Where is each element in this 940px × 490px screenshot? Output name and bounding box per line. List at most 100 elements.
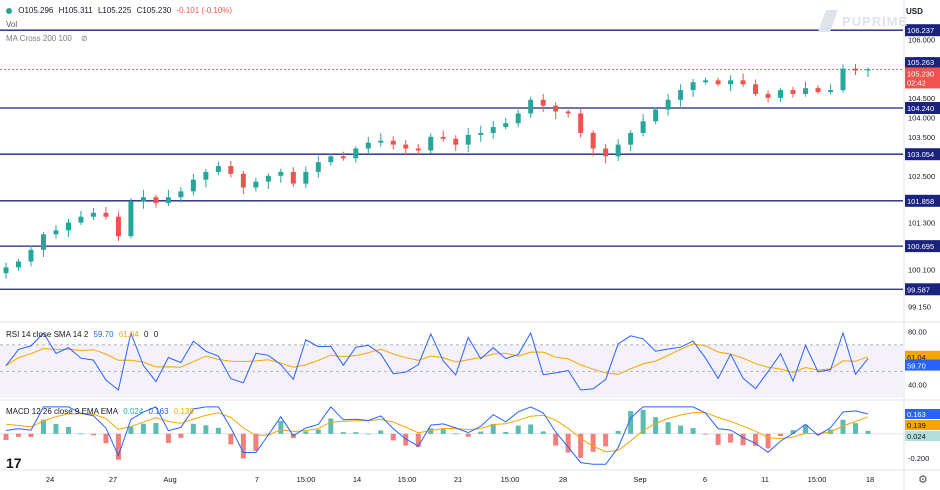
level-badge-label: 101.858 [907,197,934,206]
macd-histogram-bar [90,433,96,436]
ma-legend[interactable]: MA Cross 200 100 ⊘ [6,34,91,43]
price-tick-label: 99.150 [908,302,931,311]
candle-body [190,179,196,192]
level-badge-label: 104.240 [907,104,934,113]
candle-body [40,234,46,250]
macd-histogram-bar [528,424,534,434]
candle-body [678,90,684,100]
time-axis-label: Aug [163,475,176,484]
candle-body [653,109,659,122]
macd-histogram-bar [3,433,9,441]
candle-body [253,181,259,188]
candle-body [303,171,309,184]
candle-body [603,148,609,157]
candle-body [265,175,271,182]
macd-histogram-bar [703,433,709,435]
candle-body [53,230,59,235]
level-badge-label: 106.237 [907,26,934,35]
candle-body [290,171,296,184]
macd-histogram-bar [128,426,134,434]
macd-histogram-bar [353,432,359,434]
candle-body [703,80,709,83]
rsi-extra-1: 0 [144,330,149,339]
candle-body [740,80,746,85]
macd-badge-label: 0.139 [907,421,926,430]
macd-signal-line [5,412,869,453]
macd-histogram-bar [278,420,284,434]
candle-body [640,121,646,133]
candle-body [65,222,71,231]
candle-body [178,191,184,198]
candle-body [103,212,109,217]
macd-histogram-bar [228,433,234,445]
macd-histogram-bar [365,433,371,435]
high-price-label: 105.263 [907,58,934,67]
macd-histogram-bar [865,430,871,434]
macd-histogram-bar [203,425,209,434]
tradingview-logo: 17 [6,455,22,471]
macd-value: 0.163 [148,407,169,416]
candle-body [853,68,859,71]
candle-body [665,99,671,110]
macd-histogram-bar [428,428,434,434]
macd-histogram-bar [653,417,659,434]
candle-body [490,127,496,133]
candle-body [15,261,21,268]
time-axis-label: 7 [255,475,259,484]
candle-body [815,88,821,93]
macd-signal-value: 0.139 [173,407,194,416]
macd-histogram-bar [190,423,196,434]
price-tick-label: 103.500 [908,133,935,142]
candle-body [153,197,159,204]
time-axis-label: 14 [353,475,361,484]
candle-body [240,173,246,188]
candle-body [115,216,121,237]
macd-histogram-bar [465,433,471,437]
candle-body [515,113,521,124]
macd-histogram-bar [603,433,609,447]
macd-histogram-bar [340,432,346,434]
macd-histogram-bar [415,433,421,448]
brand-logo-icon [818,10,838,32]
low-value: L105.225 [97,6,132,15]
time-axis-label: Sep [633,475,646,484]
price-tick-label: 104.000 [908,113,935,122]
candle-body [478,132,484,135]
eye-off-icon[interactable]: ⊘ [80,34,88,43]
candle-body [828,90,834,93]
macd-badge-label: 0.024 [907,432,926,441]
macd-legend[interactable]: MACD 12 26 close 9 EMA EMA 0.024 0.163 0… [6,407,197,416]
macd-histogram-bar [640,410,646,434]
candle-body [78,216,84,223]
time-axis-label: 15:00 [297,475,316,484]
rsi-legend[interactable]: RSI 14 close SMA 14 2 59.70 61.04 0 0 [6,330,161,339]
settings-gear-icon[interactable]: ⚙ [918,474,928,486]
macd-histogram-bar [690,428,696,434]
volume-label: Vol [6,20,18,29]
macd-histogram-bar [140,423,146,434]
candle-body [528,99,534,114]
rsi-badge-label: 59.70 [907,362,926,371]
time-axis-label: 11 [761,475,769,484]
macd-histogram-bar [578,433,584,458]
level-badge-label: 100.695 [907,242,934,251]
candle-body [353,148,359,159]
candle-body [590,132,596,149]
candle-body [90,212,96,217]
candle-body [165,197,171,204]
macd-histogram-bar [15,433,21,437]
macd-histogram-bar [103,433,109,444]
level-badge [905,24,940,37]
macd-histogram-bar [503,432,509,434]
macd-histogram-bar [65,426,71,434]
candle-body [790,90,796,94]
ma-label: MA Cross 200 100 [6,34,72,43]
candle-body [778,90,784,98]
volume-legend[interactable]: Vol [6,20,20,29]
macd-line [5,406,869,465]
time-axis-label: 15:00 [808,475,827,484]
macd-histogram-bar [215,427,221,434]
macd-histogram-bar [240,433,246,459]
macd-histogram-bar [40,419,46,434]
